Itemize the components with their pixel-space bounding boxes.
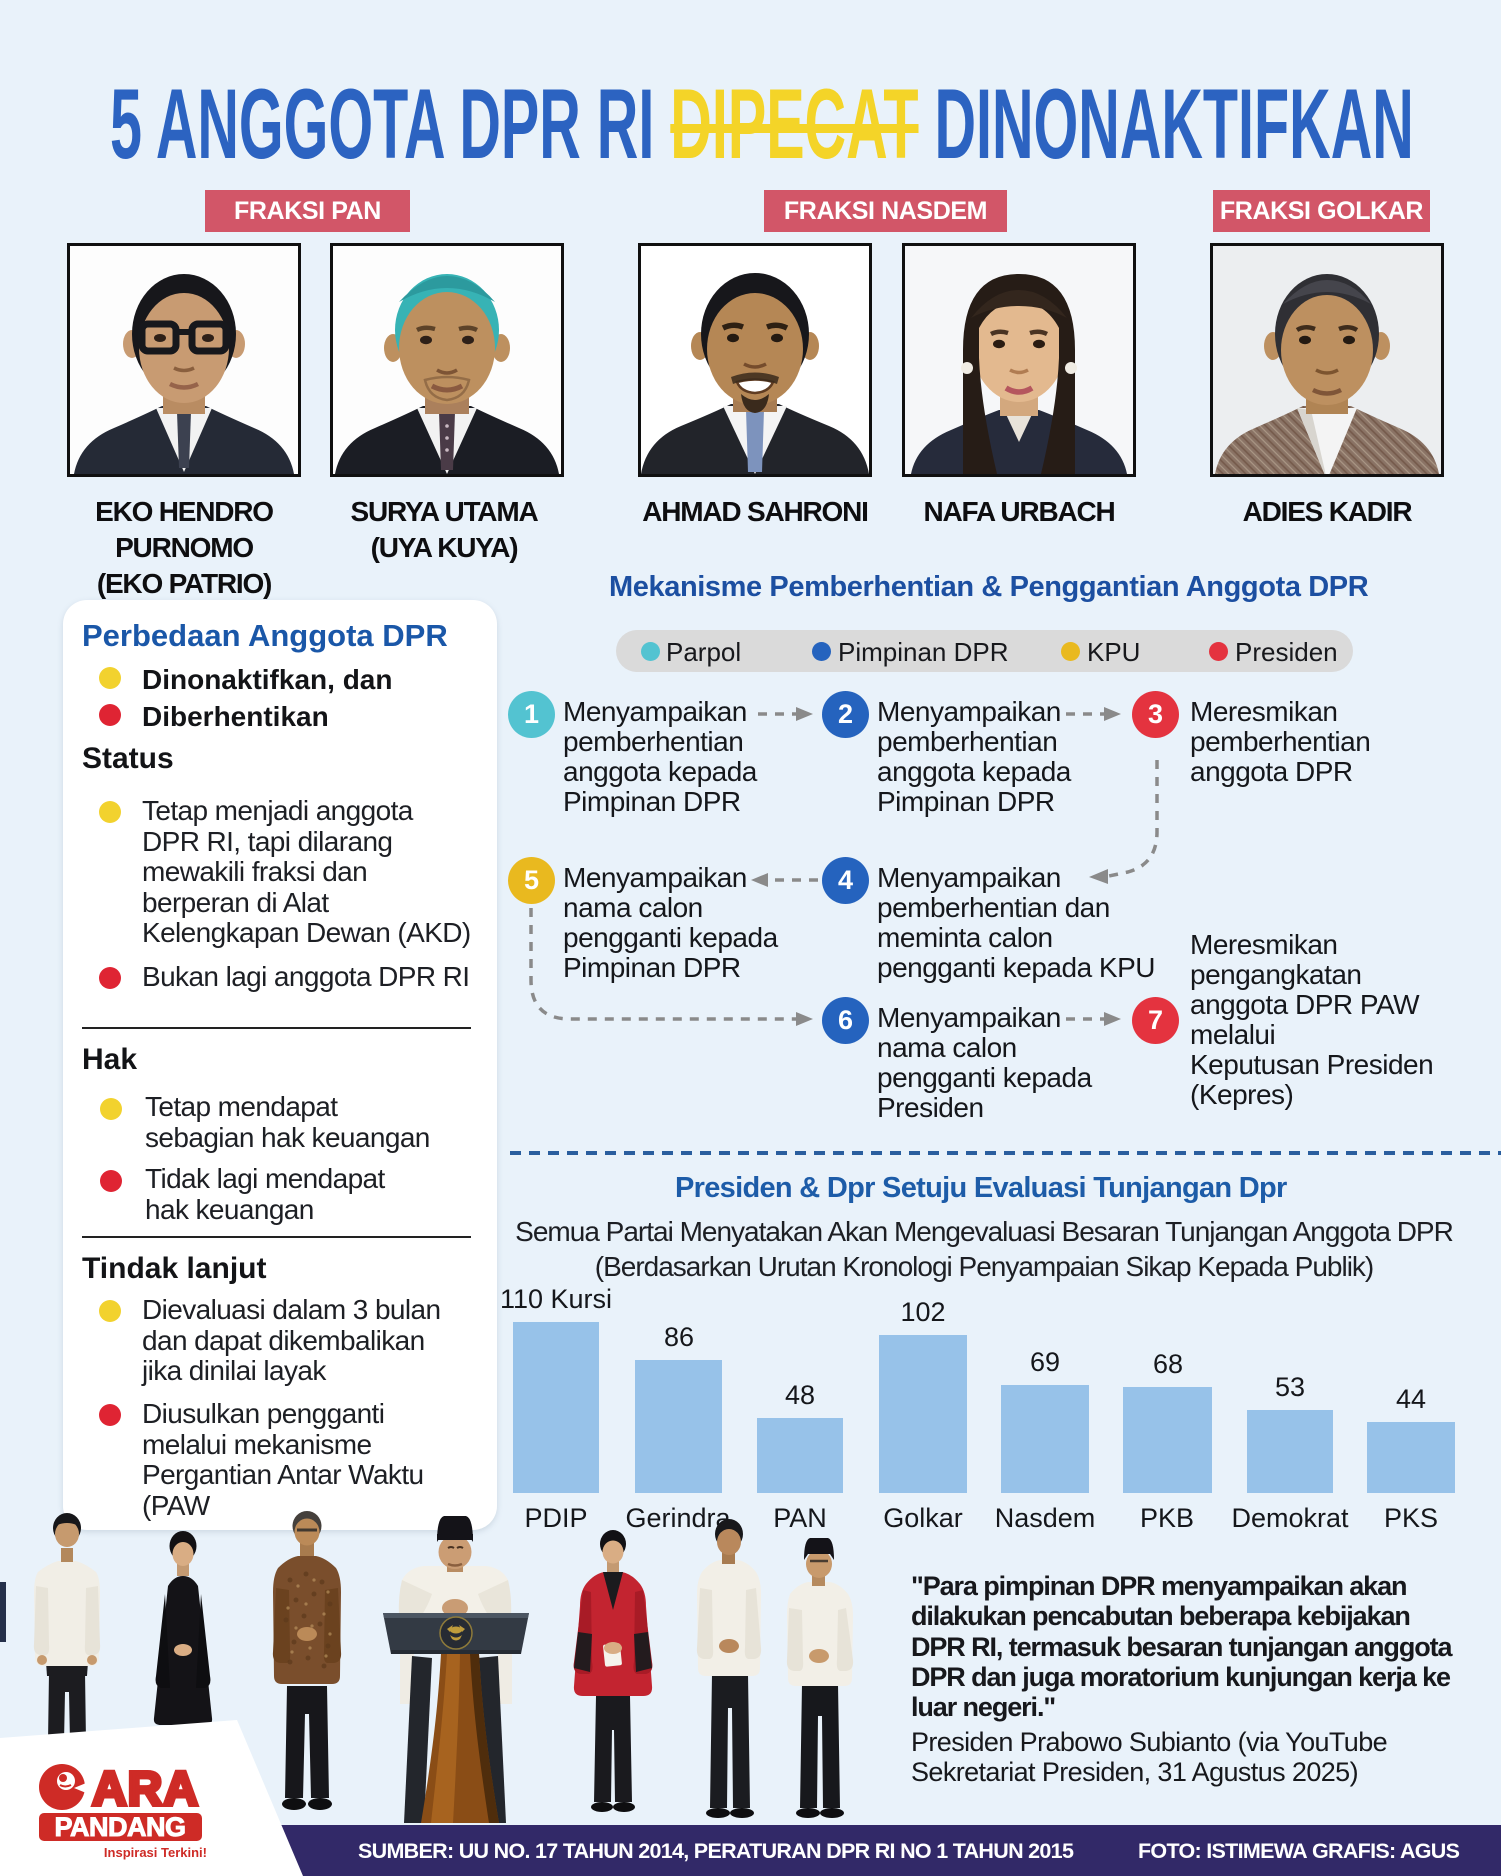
svg-text:ARA: ARA	[92, 1763, 199, 1816]
svg-text:Inspirasi Terkini!: Inspirasi Terkini!	[104, 1845, 207, 1860]
svg-text:PANDANG: PANDANG	[55, 1812, 186, 1842]
